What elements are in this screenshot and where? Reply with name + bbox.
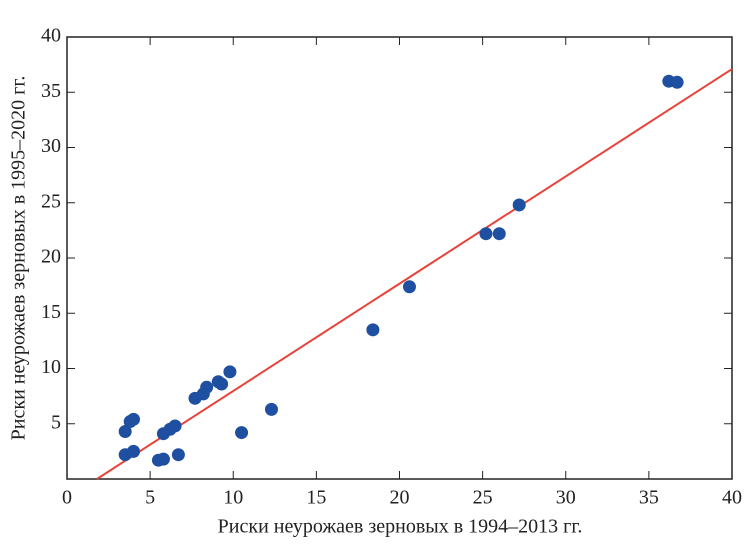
point <box>512 198 526 212</box>
x-tick-label: 15 <box>306 487 326 509</box>
point <box>127 444 140 458</box>
point <box>223 365 237 379</box>
point <box>127 412 140 426</box>
point <box>200 380 214 394</box>
y-tick-label: 5 <box>51 411 61 433</box>
point <box>366 323 380 337</box>
y-axis-label: Риски неурожаев зерновых в 1995–2020 гг. <box>8 76 30 441</box>
x-tick-label: 10 <box>223 487 243 509</box>
point <box>264 402 278 416</box>
plot-frame <box>66 36 733 480</box>
x-tick-label: 20 <box>390 487 410 509</box>
y-tick-label: 40 <box>41 25 61 47</box>
point <box>118 424 132 438</box>
point <box>670 75 684 89</box>
x-tick-label: 5 <box>145 487 155 509</box>
y-tick-label: 15 <box>41 301 61 323</box>
y-tick-label: 35 <box>41 80 61 102</box>
point <box>402 280 416 294</box>
x-tick-label: 40 <box>722 487 742 509</box>
y-tick-label: 25 <box>41 190 61 212</box>
y-tick-label: 30 <box>41 135 61 157</box>
point <box>156 452 170 466</box>
point <box>171 448 185 462</box>
point <box>215 377 229 391</box>
fit-line <box>96 68 733 480</box>
x-tick-label: 0 <box>62 487 72 509</box>
x-tick-label: 35 <box>639 487 659 509</box>
point <box>235 426 249 440</box>
y-tick-label: 20 <box>41 246 61 268</box>
x-axis-label: Риски неурожаев зерновых в 1994–2013 гг. <box>218 516 583 538</box>
y-tick-label: 10 <box>41 356 61 378</box>
x-tick-label: 25 <box>473 487 493 509</box>
point <box>168 419 182 433</box>
x-tick-label: 30 <box>556 487 576 509</box>
point <box>479 227 493 241</box>
point <box>492 227 506 241</box>
